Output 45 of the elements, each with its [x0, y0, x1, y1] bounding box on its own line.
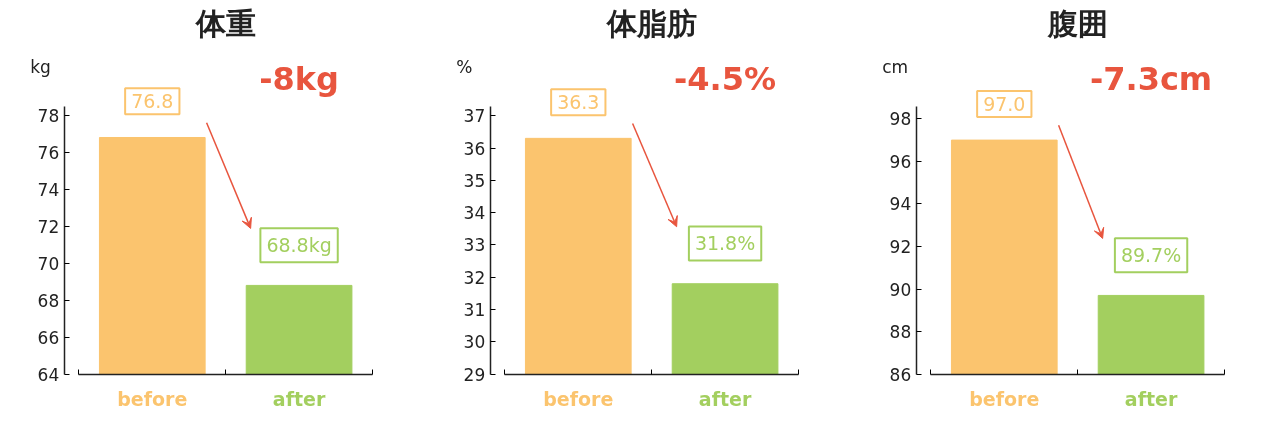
y-tick-label: 88: [889, 322, 912, 343]
x-tick-label: after: [698, 388, 752, 411]
text: -7.3cm: [1089, 59, 1213, 98]
y-tick-label: 34: [463, 203, 486, 224]
y-tick-label: 76: [37, 142, 60, 163]
y-tick-label: 37: [463, 106, 486, 127]
data-label: 36.3: [557, 91, 600, 114]
x-tick-label: before: [969, 388, 1040, 411]
y-tick-label: 68: [37, 290, 60, 311]
chart-title: 腹囲: [1046, 5, 1108, 41]
y-tick-label: 72: [37, 216, 60, 237]
y-tick-label: 64: [37, 364, 60, 385]
y-axis-title: %: [456, 56, 473, 77]
x-tick-label: after: [1124, 388, 1178, 411]
y-tick-label: 86: [889, 364, 912, 385]
y-tick-label: 31: [463, 300, 486, 321]
data-label: 31.8%: [694, 232, 756, 255]
y-tick-label: 70: [37, 253, 60, 274]
y-tick-label: 92: [889, 236, 912, 257]
chart-title: 体脂肪: [605, 5, 697, 41]
text: -8kg: [259, 59, 339, 98]
y-tick-label: 90: [889, 279, 912, 300]
data-label: 68.8kg: [266, 234, 332, 257]
y-tick-label: 96: [889, 151, 912, 172]
data-label: 76.8: [131, 90, 174, 113]
y-tick-label: 74: [37, 179, 60, 200]
y-tick-label: 33: [463, 235, 486, 256]
y-axis-title: kg: [30, 56, 51, 77]
y-tick-label: 36: [463, 138, 486, 159]
y-tick-label: 29: [463, 364, 486, 385]
x-tick-label: before: [543, 388, 614, 411]
data-label: 97.0: [983, 92, 1026, 115]
y-tick-label: 94: [889, 194, 912, 215]
y-tick-label: 66: [37, 327, 60, 348]
text: -4.5%: [674, 59, 777, 98]
y-tick-label: 78: [37, 105, 60, 126]
data-label: 89.7%: [1120, 244, 1182, 267]
y-tick-label: 30: [463, 332, 486, 353]
y-tick-label: 35: [463, 170, 486, 191]
y-tick-label: 32: [463, 267, 486, 288]
x-tick-label: before: [117, 388, 188, 411]
y-axis-title: cm: [882, 56, 909, 77]
chart-title: 体重: [194, 5, 256, 41]
y-tick-label: 98: [889, 109, 912, 130]
x-tick-label: after: [272, 388, 326, 411]
